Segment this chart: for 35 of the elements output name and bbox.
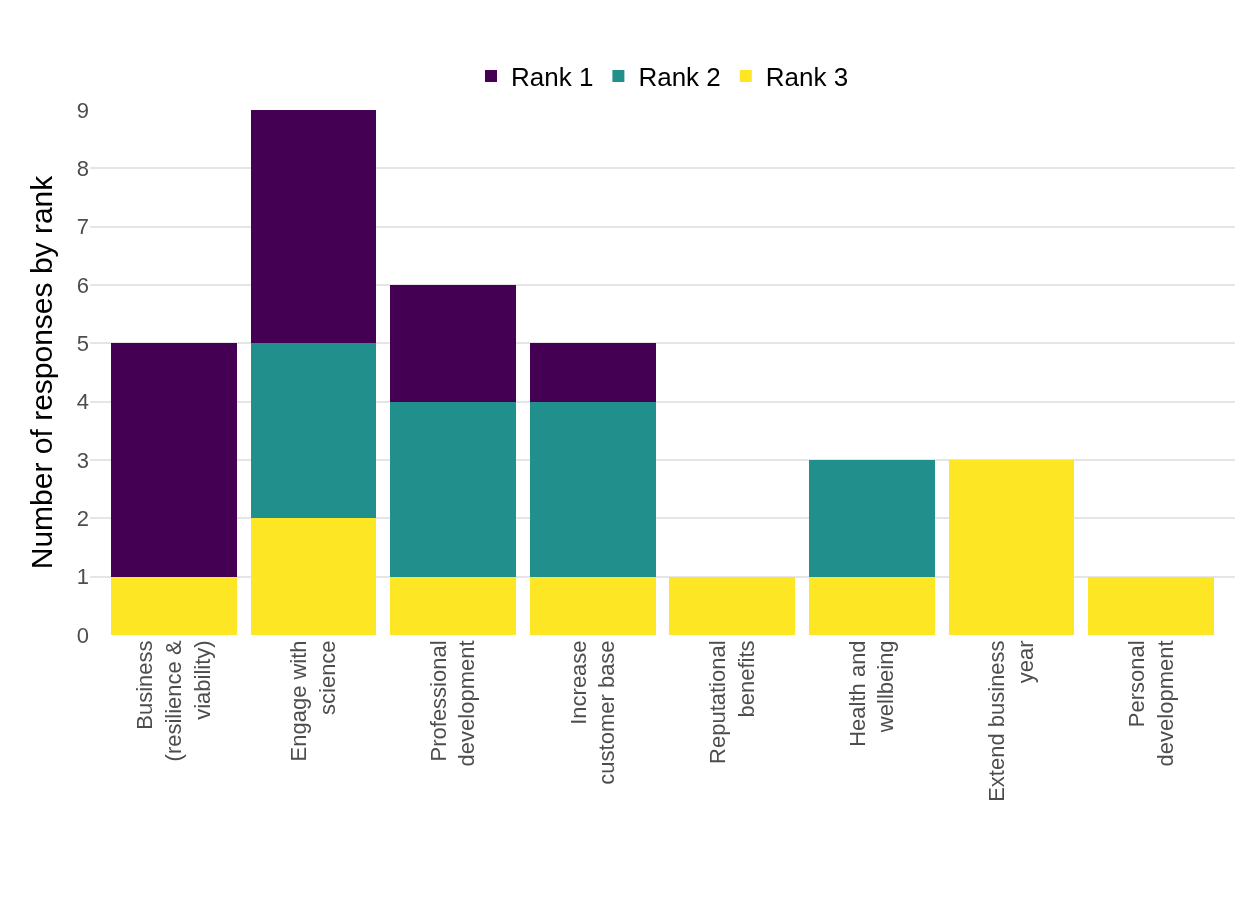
legend-label: Rank 1 <box>511 62 594 93</box>
bar <box>110 343 237 577</box>
y-tick-label: 7 <box>76 214 89 240</box>
x-tick-label: Engage with science <box>286 640 340 762</box>
x-tick-label: Business (resilience & viability) <box>132 640 215 762</box>
legend-label: Rank 3 <box>765 62 849 93</box>
bar <box>529 576 656 635</box>
x-tick-label: Extend business year <box>984 640 1039 802</box>
bar <box>110 576 237 635</box>
y-tick-label: 4 <box>76 389 89 415</box>
bar <box>809 460 935 577</box>
bar <box>1088 576 1215 635</box>
bar <box>529 401 656 577</box>
y-tick-label: 8 <box>76 156 89 182</box>
bar <box>809 576 935 635</box>
bar <box>948 460 1075 635</box>
x-tick-label: Reputational benefits <box>705 640 759 764</box>
bar <box>390 576 516 635</box>
bar <box>669 576 796 635</box>
bar <box>250 518 377 635</box>
y-tick-label: 6 <box>76 272 89 298</box>
bar <box>529 343 656 402</box>
bar <box>250 343 377 519</box>
y-tick-label: 1 <box>76 564 89 590</box>
y-tick-label: 0 <box>76 622 89 648</box>
bar <box>250 110 377 344</box>
y-tick-label: 5 <box>76 331 89 357</box>
y-tick-label: 2 <box>76 506 89 532</box>
legend-label: Rank 2 <box>638 62 721 93</box>
y-tick-label: 3 <box>76 447 89 473</box>
y-tick-label: 9 <box>76 97 89 123</box>
y-axis-title: Number of responses by rank <box>24 174 58 570</box>
bar <box>390 285 516 402</box>
x-tick-label: Health and wellbeing <box>844 640 899 747</box>
bar <box>390 401 516 577</box>
